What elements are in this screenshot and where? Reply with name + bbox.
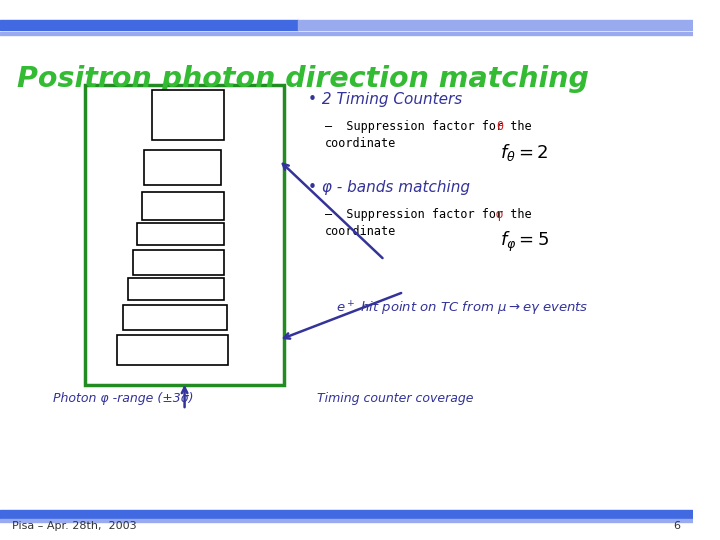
Text: coordinate: coordinate [325,137,396,150]
Text: –  Suppression factor for the: – Suppression factor for the [325,120,539,133]
Bar [143,192,224,220]
Text: Timing counter coverage: Timing counter coverage [318,392,474,405]
Bar [144,150,221,185]
Text: θ: θ [496,120,503,133]
Bar [117,335,228,365]
Bar [84,85,284,385]
Text: coordinate: coordinate [325,225,396,238]
Text: $f_{\theta} = 2$: $f_{\theta} = 2$ [500,142,549,163]
Text: • 2 Timing Counters: • 2 Timing Counters [307,92,462,107]
Bar [152,90,224,140]
Bar [138,223,224,245]
Bar [128,278,224,300]
Text: –  Suppression factor for the: – Suppression factor for the [325,208,539,221]
Text: φ: φ [496,208,503,221]
Text: Positron photon direction matching: Positron photon direction matching [17,65,589,93]
Bar [123,305,227,330]
Text: • φ - bands matching: • φ - bands matching [307,180,469,195]
Text: Photon φ -range (±3σ): Photon φ -range (±3σ) [53,392,194,405]
Text: e$^+$ hit point on TC from $\mu\rightarrow$e$\gamma$ events: e$^+$ hit point on TC from $\mu\rightarr… [336,300,589,318]
Text: 6: 6 [674,521,680,531]
Text: Pisa – Apr. 28th,  2003: Pisa – Apr. 28th, 2003 [12,521,136,531]
Text: $f_{\varphi} = 5$: $f_{\varphi} = 5$ [500,230,549,254]
Bar [132,250,224,275]
